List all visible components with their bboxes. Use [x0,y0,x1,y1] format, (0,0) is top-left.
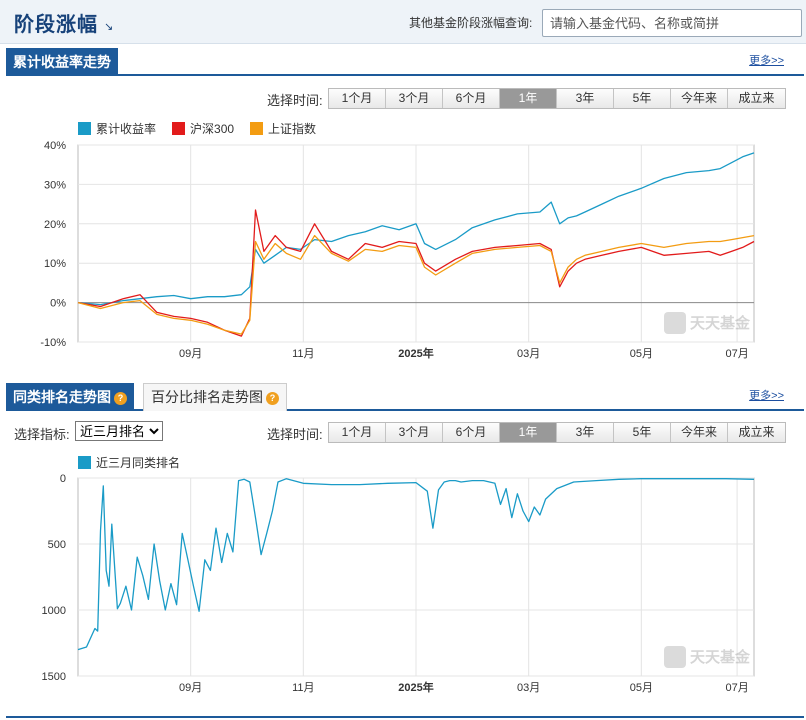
rank-chart: 09月 11月 2025年 03月 05月 07月 0 500 1000 1500 天天基金 [42,473,755,694]
x-tick-label: 2025年 [398,346,433,360]
rank-range-3y-button[interactable]: 3年 [557,423,614,442]
x-tick-label: 09月 [179,682,202,694]
rank-range-since-inception-button[interactable]: 成立来 [728,423,785,442]
y-tick-label: 10% [44,258,66,270]
watermark-logo: 天天基金 [664,646,751,668]
question-icon[interactable]: ? [266,392,279,405]
y-tick-label: 0 [60,473,66,485]
rank-tab-label: 同类排名走势图 [13,389,111,405]
legend-swatch-fund [78,122,91,135]
x-tick-label: 05月 [630,682,653,694]
y-tick-label: -10% [40,337,66,349]
x-tick-label: 11月 [292,682,314,694]
range-selector-return: 1个月 3个月 6个月 1年 3年 5年 今年来 成立来 [328,88,786,109]
percentile-chart-tab[interactable]: 百分比排名走势图? [143,383,287,411]
bottom-divider [6,716,804,718]
y-tick-label: 20% [44,219,66,231]
metric-label: 选择指标: [14,427,70,442]
return-chart-legend: 累计收益率 沪深300 上证指数 [78,120,316,137]
y-tick-label: 500 [48,539,66,551]
x-tick-label: 03月 [517,348,540,360]
metric-select[interactable]: 近三月排名 [75,421,163,441]
y-tick-label: 0% [50,298,66,310]
range-6m-button[interactable]: 6个月 [443,89,500,108]
page-title: 阶段涨幅 [14,14,98,36]
more-link-rank[interactable]: 更多>> [749,390,784,402]
svg-text:天天基金: 天天基金 [690,314,751,332]
y-tick-label: 30% [44,179,66,191]
legend-item-rank[interactable]: 近三月同类排名 [78,454,180,471]
legend-label-sh-index: 上证指数 [268,122,317,136]
x-tick-label: 03月 [517,682,540,694]
x-tick-label: 09月 [179,348,202,360]
fund-search-input[interactable] [542,9,802,37]
range-label-return: 选择时间: [267,93,323,108]
svg-text:天天基金: 天天基金 [690,648,751,666]
series-line-2 [77,234,755,335]
range-label-rank: 选择时间: [267,427,323,442]
percentile-tab-label: 百分比排名走势图 [151,389,263,405]
rank-range-6m-button[interactable]: 6个月 [443,423,500,442]
x-tick-label: 11月 [292,348,314,360]
rank-chart-tab[interactable]: 同类排名走势图? [6,383,134,411]
rank-range-1y-button[interactable]: 1年 [500,423,557,442]
range-since-inception-button[interactable]: 成立来 [728,89,785,108]
rank-range-5y-button[interactable]: 5年 [614,423,671,442]
range-3m-button[interactable]: 3个月 [386,89,443,108]
range-5y-button[interactable]: 5年 [614,89,671,108]
question-icon[interactable]: ? [114,392,127,405]
legend-swatch-sh-index [250,122,264,135]
more-link-return[interactable]: 更多>> [749,55,784,67]
legend-label-hs300: 沪深300 [190,122,235,136]
title-arrow-icon[interactable]: ↘ [104,21,114,33]
rank-range-1m-button[interactable]: 1个月 [329,423,386,442]
x-tick-label: 05月 [630,348,653,360]
series-line-0 [77,478,755,651]
fund-query-label: 其他基金阶段涨幅查询: [409,16,533,30]
watermark-logo: 天天基金 [664,312,751,334]
range-1y-button[interactable]: 1年 [500,89,557,108]
x-tick-label: 07月 [725,348,748,360]
rank-range-ytd-button[interactable]: 今年来 [671,423,728,442]
legend-item-hs300[interactable]: 沪深300 [172,120,234,137]
legend-label-fund: 累计收益率 [96,122,157,136]
x-tick-label: 07月 [725,682,748,694]
return-chart-tab[interactable]: 累计收益率走势 [6,48,118,76]
rank-chart-legend: 近三月同类排名 [78,454,180,471]
y-tick-label: 40% [44,140,66,152]
legend-swatch-hs300 [172,122,186,135]
y-tick-label: 1000 [42,605,66,617]
page-header: 阶段涨幅 ↘ 其他基金阶段涨幅查询: [0,0,806,44]
legend-item-sh-index[interactable]: 上证指数 [250,120,316,137]
range-ytd-button[interactable]: 今年来 [671,89,728,108]
legend-swatch-rank [78,456,91,469]
range-1m-button[interactable]: 1个月 [329,89,386,108]
legend-label-rank: 近三月同类排名 [96,456,181,470]
series-line-1 [77,209,755,337]
range-selector-rank: 1个月 3个月 6个月 1年 3年 5年 今年来 成立来 [328,422,786,443]
rank-range-3m-button[interactable]: 3个月 [386,423,443,442]
range-3y-button[interactable]: 3年 [557,89,614,108]
return-section-header: 累计收益率走势 更多>> [6,46,804,76]
series-line-0 [77,152,755,306]
x-tick-label: 2025年 [398,680,433,694]
return-chart: 09月 11月 2025年 03月 05月 07月 40% 30% 20% 10% 0% -10% 天天… [40,140,755,360]
rank-section-header: 同类排名走势图? 百分比排名走势图? 更多>> [6,381,804,411]
y-tick-label: 1500 [42,671,66,683]
legend-item-fund[interactable]: 累计收益率 [78,120,156,137]
